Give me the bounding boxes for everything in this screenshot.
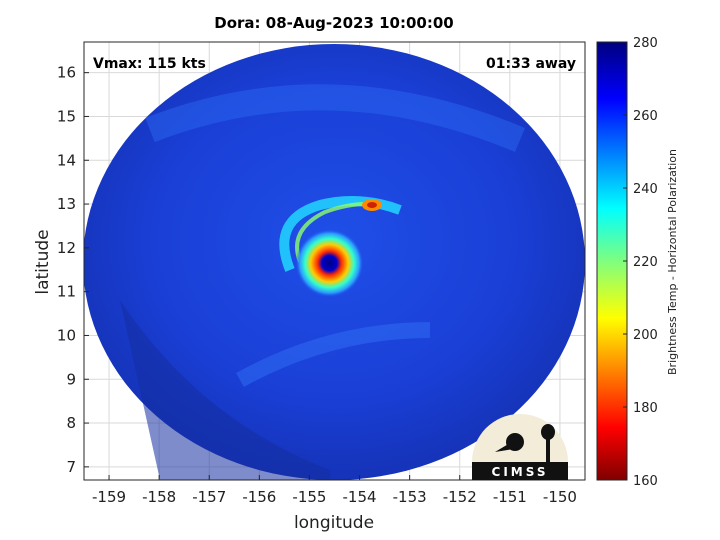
y-tick-label: 16 — [57, 64, 76, 82]
time-offset-annotation: 01:33 away — [486, 56, 576, 72]
x-axis-label: longitude — [294, 513, 374, 533]
spiral-rainband-inner — [295, 201, 373, 263]
x-tick-label: -157 — [192, 488, 226, 506]
colorbar-label: Brightness Temp - Horizontal Polarizatio… — [666, 149, 679, 375]
colorbar-tick-label: 240 — [633, 182, 658, 197]
x-axis-ticks: -159 -158 -157 -156 -155 -154 -153 -152 -151 -150 — [92, 475, 577, 506]
x-tick-label: -159 — [92, 488, 126, 506]
x-tick-label: -155 — [292, 488, 326, 506]
convective-hotspot-core — [367, 202, 377, 208]
x-tick-label: -156 — [242, 488, 276, 506]
vmax-annotation: Vmax: 115 kts — [93, 56, 206, 72]
y-tick-label: 10 — [57, 326, 76, 344]
cimss-logo-text: CIMSS — [492, 465, 549, 479]
x-tick-label: -153 — [393, 488, 427, 506]
colorbar-ticks: 160 180 200 220 240 260 280 — [623, 36, 658, 489]
y-tick-label: 13 — [57, 195, 76, 213]
colorbar-tick-label: 200 — [633, 328, 658, 343]
storm-eyewall — [295, 229, 364, 298]
cimss-logo: CIMSS — [472, 414, 568, 480]
colorbar-tick-label: 280 — [633, 36, 658, 51]
y-axis-ticks: 7 8 9 10 11 12 13 14 15 16 — [57, 64, 89, 476]
y-tick-label: 9 — [66, 370, 76, 388]
y-tick-label: 12 — [57, 239, 76, 257]
colorbar-tick-label: 160 — [633, 474, 658, 489]
colorbar — [596, 41, 628, 481]
y-tick-label: 14 — [57, 151, 76, 169]
x-tick-label: -154 — [343, 488, 377, 506]
x-tick-label: -158 — [142, 488, 176, 506]
x-tick-label: -152 — [443, 488, 477, 506]
y-axis-label: latitude — [33, 229, 53, 294]
plot-frame — [83, 41, 586, 481]
colorbar-tick-label: 220 — [633, 255, 658, 270]
chart-title: Dora: 08-Aug-2023 10:00:00 — [214, 14, 453, 32]
cloud-band-north — [145, 84, 526, 152]
y-tick-label: 7 — [66, 458, 76, 476]
y-tick-label: 8 — [66, 414, 76, 432]
imagery — [84, 44, 585, 480]
x-tick-label: -151 — [493, 488, 527, 506]
y-tick-label: 15 — [57, 107, 76, 125]
y-tick-label: 11 — [57, 283, 76, 301]
colorbar-tick-label: 180 — [633, 401, 658, 416]
cloud-band-south — [236, 322, 431, 387]
x-tick-label: -150 — [543, 488, 577, 506]
dark-region-south — [120, 300, 330, 480]
colorbar-tick-label: 260 — [633, 109, 658, 124]
